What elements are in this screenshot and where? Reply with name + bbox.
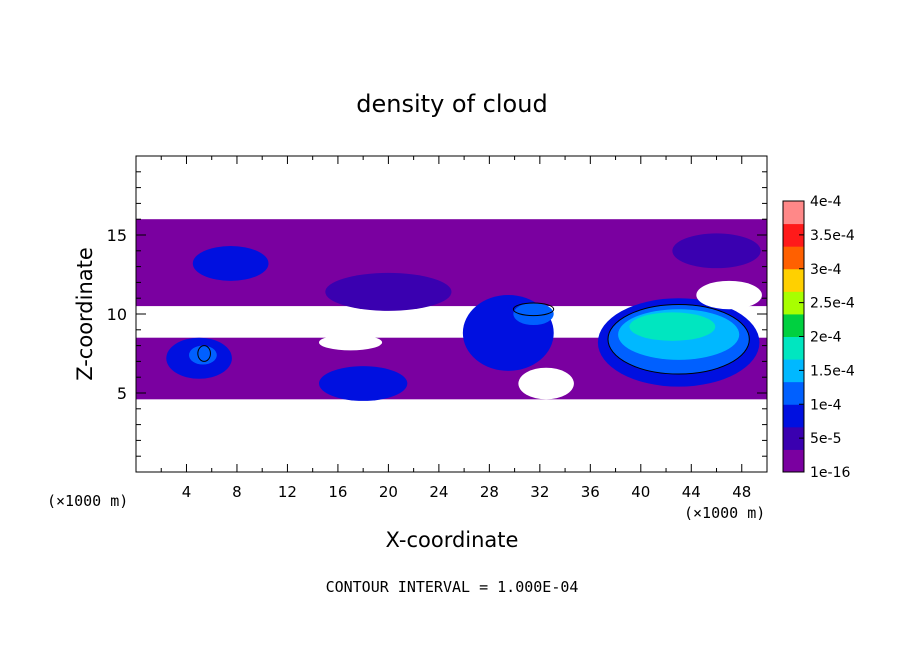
region-blob-b [325, 272, 452, 311]
x-tick-label: 12 [278, 483, 297, 501]
contour-mid [512, 302, 555, 317]
contour-large [607, 304, 750, 375]
region-blob-k [629, 312, 716, 341]
colorbar-swatch [783, 201, 804, 225]
region-blob-l [672, 233, 761, 269]
x-axis-ticks: 4 8 12 16 20 24 28 32 36 40 44 48 [160, 156, 751, 501]
x-tick-label: 44 [682, 483, 701, 501]
x-tick-label: 28 [480, 483, 499, 501]
y-tick-label: 5 [117, 384, 127, 403]
colorbar-swatch [783, 336, 804, 360]
colorbar-swatch [783, 223, 804, 247]
density-field [136, 219, 767, 401]
x-tick-label: 40 [631, 483, 650, 501]
colorbar-swatch [783, 449, 804, 473]
region-blob-g [513, 302, 554, 326]
colorbar-label: 1e-4 [810, 397, 842, 413]
x-unit-left: (×1000 m) [47, 492, 128, 510]
colorbar-swatch [783, 291, 804, 315]
colorbar-swatch [783, 381, 804, 405]
y-tick-label: 10 [107, 305, 127, 324]
contour-interval-note: CONTOUR INTERVAL = 1.000E-04 [326, 578, 579, 596]
y-tick-label: 15 [107, 226, 127, 245]
colorbar-label: 1e-16 [810, 465, 850, 481]
contour-lines [197, 302, 750, 375]
colorbar-label: 4e-4 [810, 194, 842, 210]
colorbar-label: 5e-5 [810, 431, 841, 447]
colorbar-label: 3e-4 [810, 262, 842, 278]
colorbar-label: 2e-4 [810, 330, 842, 346]
x-tick-label: 24 [429, 483, 448, 501]
colorbar: 4e-4 3.5e-4 3e-4 2.5e-4 2e-4 1.5e-4 1e-4 5e-5 1e… [782, 194, 855, 481]
colorbar-swatch [783, 313, 804, 337]
colorbar-label: 3.5e-4 [810, 228, 855, 244]
chart-title: density of cloud [356, 90, 547, 118]
contour-small [197, 345, 211, 362]
x-tick-label: 8 [232, 483, 242, 501]
x-tick-label: 4 [182, 483, 192, 501]
region-blob-a [192, 246, 269, 281]
x-tick-label: 36 [581, 483, 600, 501]
x-tick-label: 20 [379, 483, 398, 501]
x-tick-label: 16 [328, 483, 347, 501]
clear-gap-2 [518, 367, 574, 400]
x-axis-label: X-coordinate [386, 528, 519, 552]
colorbar-label: 1.5e-4 [810, 363, 855, 379]
colorbar-swatch [783, 404, 804, 428]
colorbar-swatch [783, 246, 804, 270]
x-tick-label: 48 [732, 483, 751, 501]
clear-gap-0 [142, 309, 256, 335]
x-unit-right: (×1000 m) [684, 504, 765, 522]
y-axis-label: Z-coordinate [73, 247, 97, 381]
region-blob-e [318, 366, 408, 401]
clear-gap-1 [318, 334, 383, 351]
colorbar-swatch [783, 268, 804, 292]
x-tick-label: 32 [530, 483, 549, 501]
y-axis-ticks: 5 10 15 [107, 171, 767, 457]
colorbar-swatch [783, 359, 804, 383]
colorbar-swatch [783, 426, 804, 450]
clear-gap-3 [696, 280, 762, 310]
colorbar-label: 2.5e-4 [810, 296, 855, 312]
